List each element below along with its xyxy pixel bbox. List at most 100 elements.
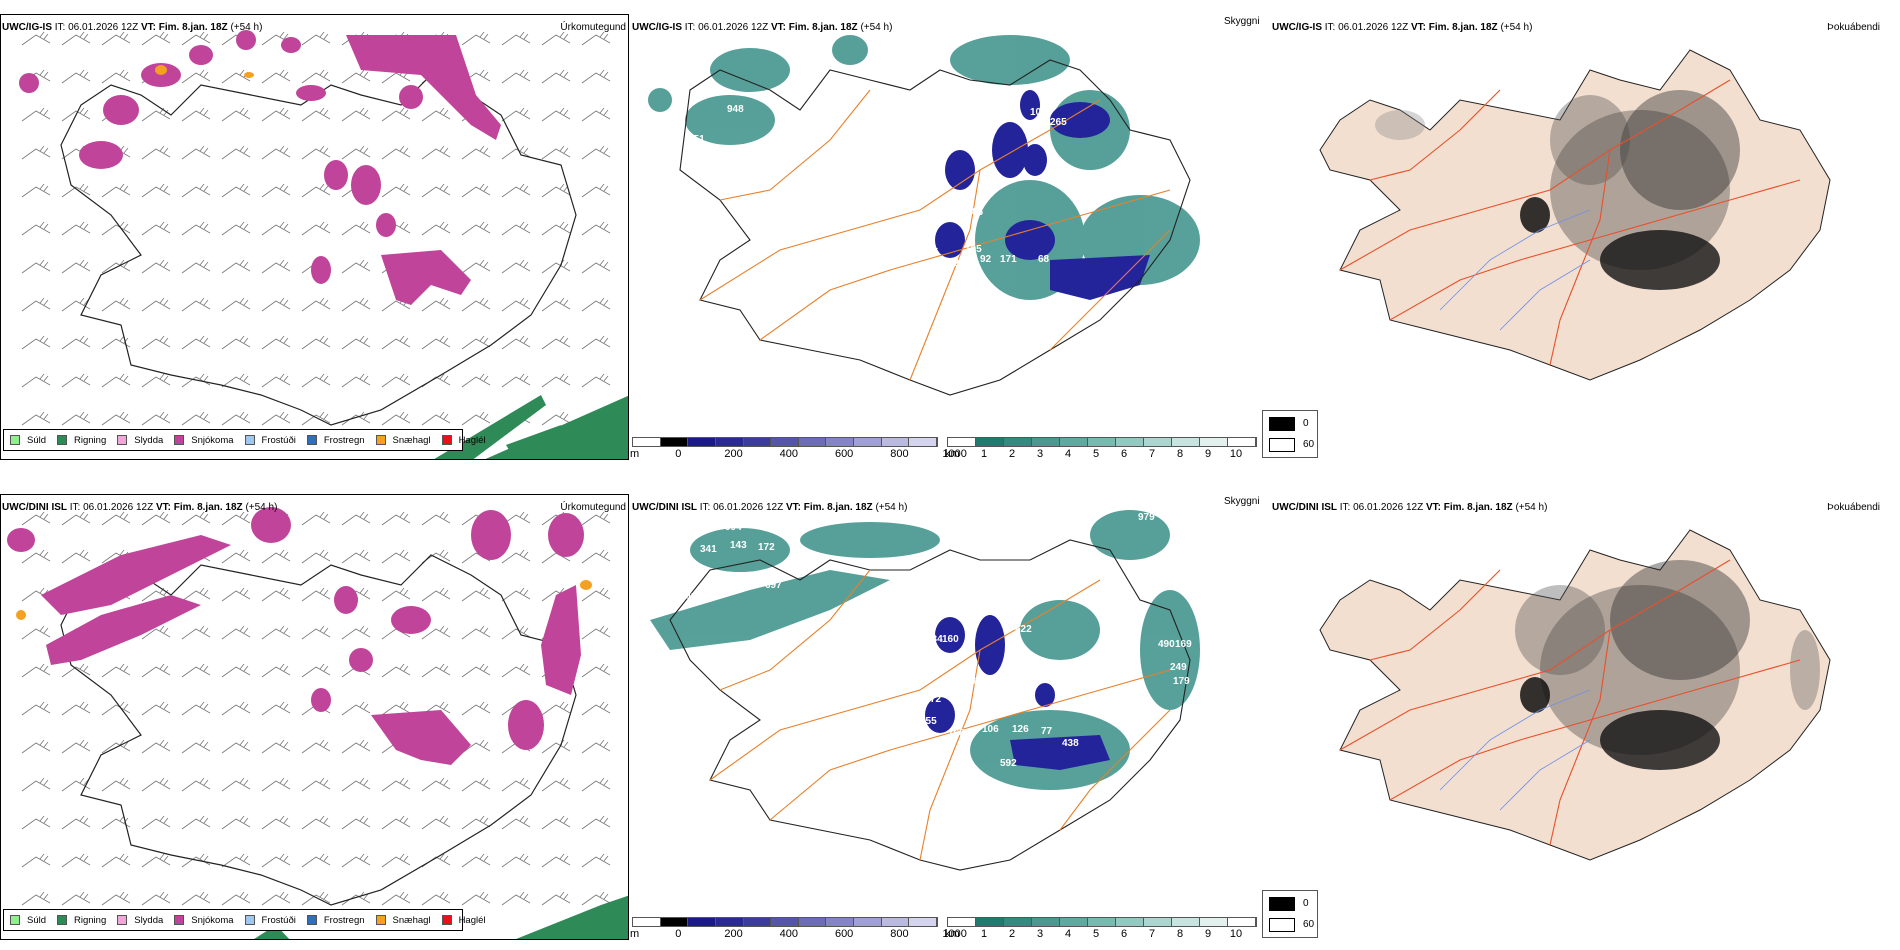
- wind-barb: [301, 183, 331, 198]
- snow-areas: [7, 507, 584, 765]
- wind-barb: [541, 853, 571, 868]
- wind-barb: [341, 815, 371, 830]
- legend-item-rain: Rigning: [57, 915, 106, 926]
- colorbar-segment: [1060, 438, 1088, 446]
- lead-time: (+54 h): [1515, 502, 1548, 513]
- colorbar-tick-label: 3: [1036, 448, 1044, 460]
- wind-barb: [381, 853, 411, 868]
- panel-header: UWC/IG-IS IT: 06.01.2026 12Z VT: Fim. 8.…: [632, 22, 892, 34]
- wind-barb: [581, 511, 611, 526]
- wind-barb: [501, 145, 531, 160]
- wind-barb: [221, 511, 251, 526]
- vis-value: 994: [725, 522, 742, 533]
- wind-barb: [501, 625, 531, 640]
- colorbar-segment: [1200, 438, 1228, 446]
- lead-time: (+54 h): [230, 22, 263, 33]
- wind-barb: [261, 777, 291, 792]
- legend-item-hail: Haglél: [441, 915, 486, 926]
- wind-barb: [61, 663, 91, 678]
- ceiling-colorbar-bar: [632, 917, 938, 927]
- legend-item-sleet: Slydda: [117, 435, 163, 446]
- vis-value: 105: [1030, 107, 1047, 118]
- wind-barb: [541, 891, 571, 906]
- legend-item-snow: Snjókoma: [174, 914, 234, 926]
- wind-barb: [261, 373, 291, 388]
- panel-header: UWC/DINI ISL IT: 06.01.2026 12Z VT: Fim.…: [2, 502, 277, 514]
- colorbar-tick-label: 7: [1148, 928, 1156, 940]
- fog-legend-swatch: [1269, 417, 1295, 431]
- vis-value: 198: [930, 652, 947, 663]
- colorbar-tick-label: 6: [1120, 448, 1128, 460]
- wind-barb: [421, 549, 451, 564]
- wind-barb: [221, 587, 251, 602]
- vis-value: 622: [1015, 624, 1032, 635]
- wind-barb: [61, 107, 91, 122]
- wind-barb: [261, 335, 291, 350]
- wind-barb: [461, 373, 491, 388]
- wind-barb: [541, 297, 571, 312]
- wind-barb: [461, 701, 491, 716]
- wind-barb: [581, 549, 611, 564]
- wind-barb: [101, 777, 131, 792]
- legend-label: Súld: [27, 434, 47, 446]
- fog-index-map: [1319, 49, 1831, 381]
- wind-barb: [181, 511, 211, 526]
- wind-barb: [261, 663, 291, 678]
- colorbar-segment: [1004, 918, 1032, 926]
- wind-barb: [301, 663, 331, 678]
- wind-barb: [301, 549, 331, 564]
- colorbar-segment: [826, 438, 854, 446]
- wind-barb: [61, 511, 91, 526]
- colorbar-unit: m: [630, 928, 640, 940]
- legend-swatch: [375, 915, 386, 925]
- visibility-colorbar: km 1 2 3 4 5 6 7 8 9 10: [945, 437, 1259, 462]
- wind-barb: [341, 259, 371, 274]
- wind-barb: [61, 891, 91, 906]
- wind-barb: [61, 815, 91, 830]
- vis-value: 447: [680, 592, 697, 603]
- colorbar-segment: [715, 918, 744, 926]
- wind-barb: [101, 183, 131, 198]
- vis-value: 169: [1175, 639, 1192, 650]
- wind-barb: [301, 107, 331, 122]
- wind-barb: [21, 145, 51, 160]
- wind-barb: [381, 411, 411, 426]
- colorbar-tick-label: 4: [1064, 928, 1072, 940]
- colorbar-segment: [1116, 438, 1144, 446]
- wind-barb: [141, 891, 171, 906]
- colorbar-segment: [633, 918, 661, 926]
- init-time: 06.01.2026 12Z: [68, 22, 139, 33]
- colorbar-segment: [688, 918, 716, 926]
- iceland-coastline: [60, 554, 577, 906]
- wind-barb: [381, 587, 411, 602]
- legend-label: Snjókoma: [191, 914, 234, 926]
- colorbar-segment: [976, 918, 1004, 926]
- colorbar-segment: [1004, 438, 1032, 446]
- wind-barb: [181, 777, 211, 792]
- visibility-labels: 994 341 143 172 92 697 447 979 78 134 16…: [680, 512, 1207, 898]
- vt-label: VT:: [1425, 502, 1441, 513]
- wind-barb: [21, 107, 51, 122]
- wind-barb: [61, 739, 91, 754]
- colorbar-segment: [1116, 918, 1144, 926]
- fog-legend-swatch: [1269, 918, 1295, 932]
- colorbar-segment: [1228, 918, 1256, 926]
- wind-barb: [461, 587, 491, 602]
- precip-type-legend: Súld Rigning Slydda Snjókoma Frostúði Fr…: [3, 909, 486, 931]
- wind-barb: [541, 107, 571, 122]
- fog-legend-swatch: [1269, 438, 1295, 452]
- vt-label: VT:: [155, 502, 171, 513]
- wind-barb: [21, 625, 51, 640]
- wind-barb: [581, 31, 611, 46]
- fog-legend-label: 0: [1303, 418, 1309, 429]
- vis-value: 68: [1038, 254, 1050, 265]
- colorbar-tick-label: 1000: [942, 448, 967, 460]
- wind-barb: [181, 701, 211, 716]
- wind-barb: [141, 297, 171, 312]
- colorbar-tick-label: 5: [1092, 448, 1100, 460]
- wind-barb: [141, 587, 171, 602]
- fog-legend-label: 60: [1303, 439, 1315, 450]
- colorbar-tick-label: 9: [1204, 448, 1212, 460]
- colorbar-tick-label: 1000: [942, 928, 967, 940]
- visibility-colorbar-bar: [947, 437, 1257, 447]
